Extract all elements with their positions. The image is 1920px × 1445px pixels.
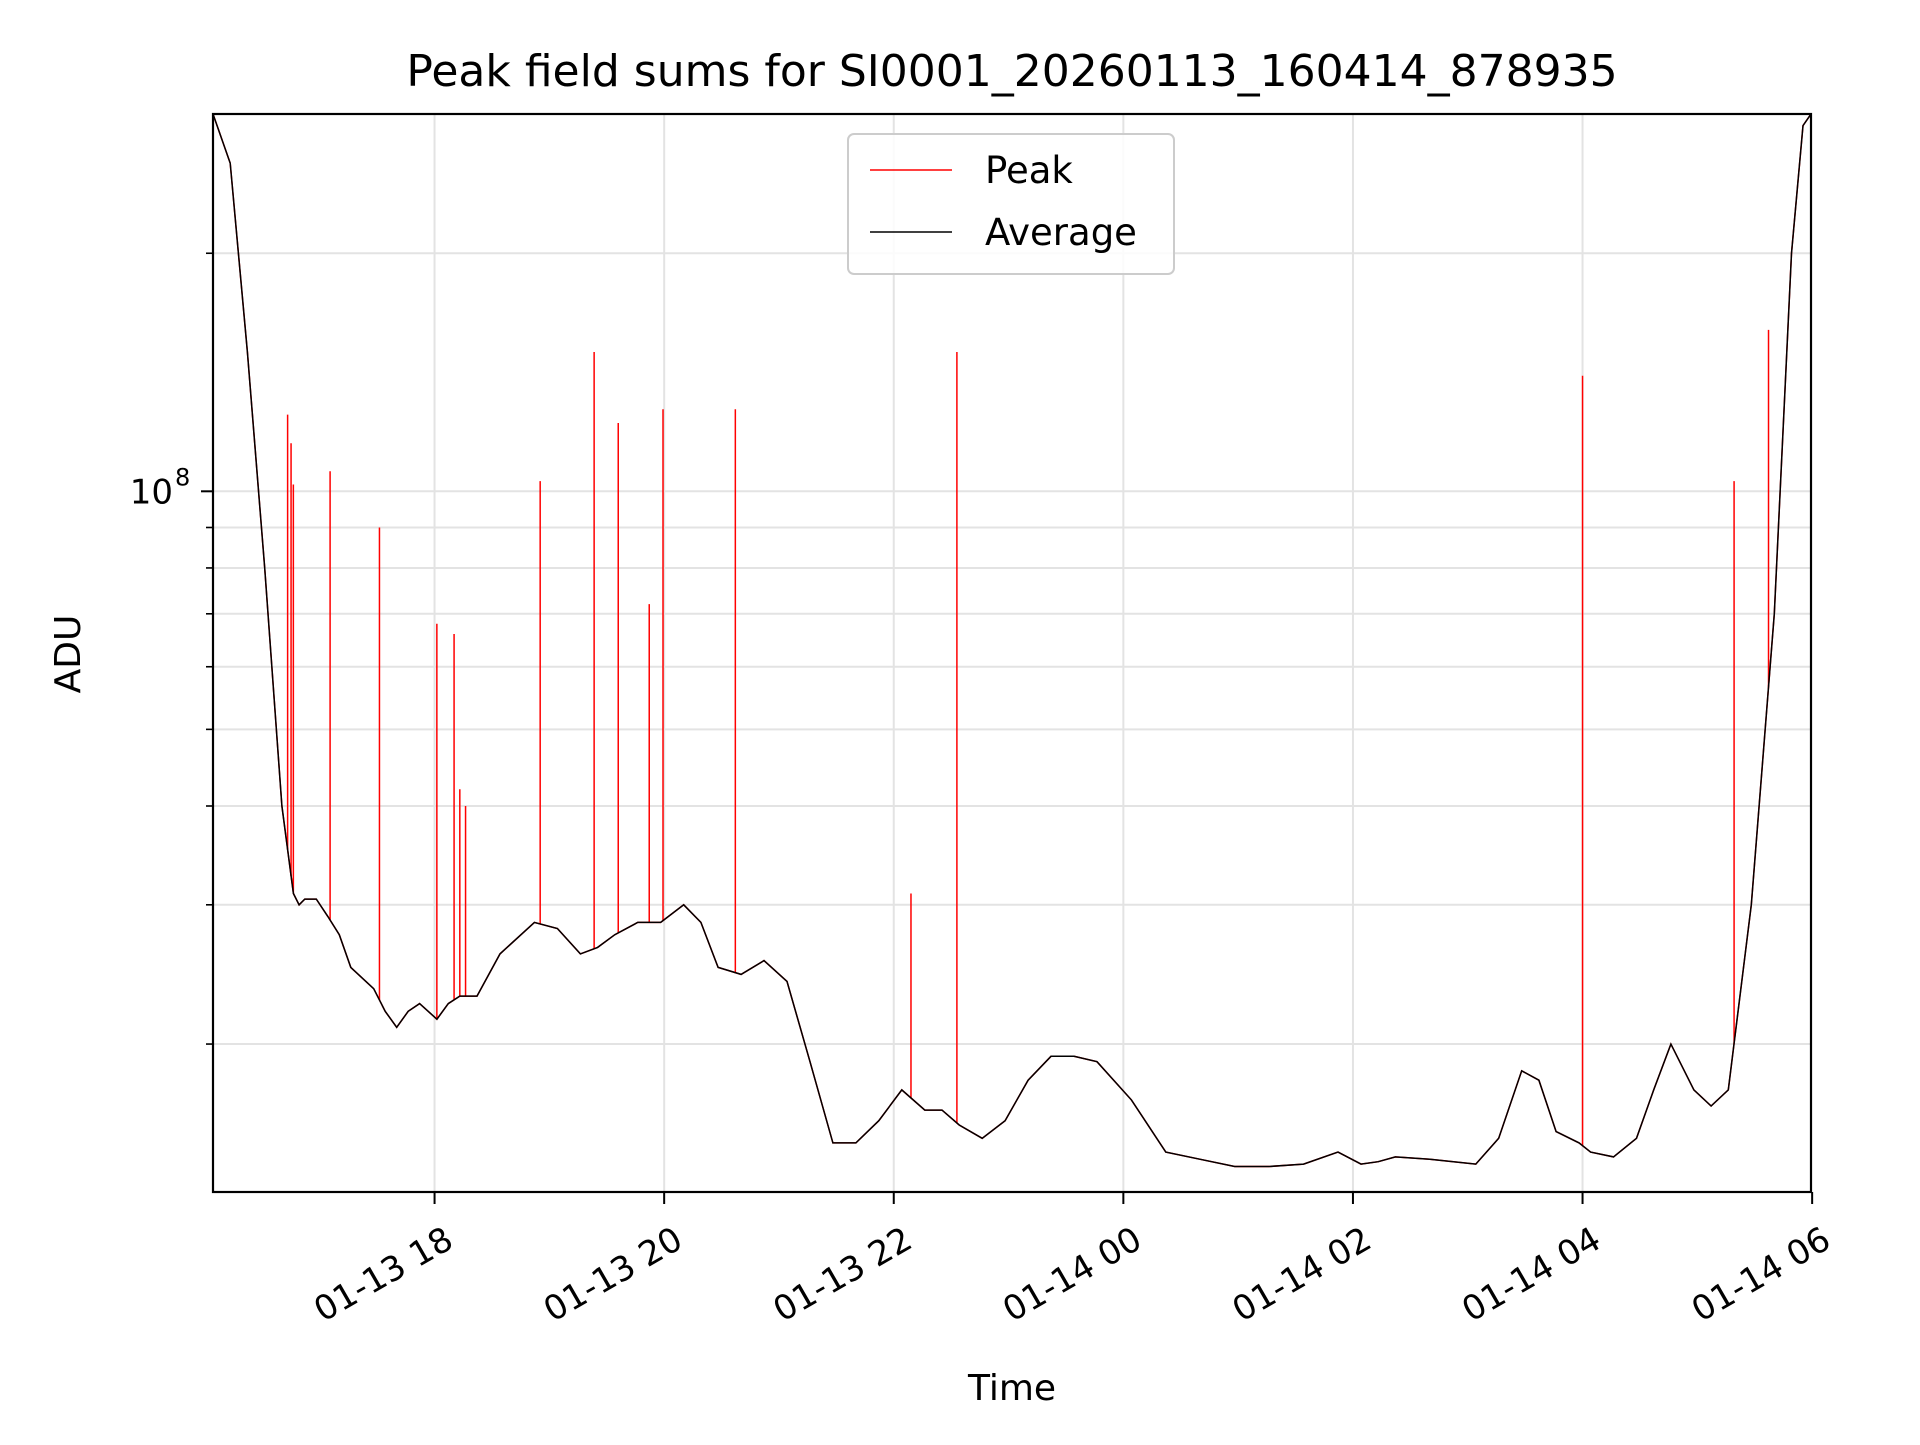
legend: Peak Average <box>847 133 1175 275</box>
legend-label-peak: Peak <box>985 149 1073 192</box>
y-tick-label-exponent: 8 <box>175 463 190 491</box>
x-axis-label: Time <box>967 1368 1056 1409</box>
legend-label-average: Average <box>985 211 1137 254</box>
plot-area <box>213 114 1811 1168</box>
average-series-line <box>213 114 1811 1168</box>
plot-frame <box>211 112 1813 1194</box>
legend-box <box>847 133 1175 275</box>
chart-title: Peak field sums for SI0001_20260113_1604… <box>406 46 1617 97</box>
grid-layer <box>213 114 1811 1192</box>
y-axis-label: ADU <box>48 615 89 694</box>
y-tick-label: 10 <box>130 472 173 512</box>
